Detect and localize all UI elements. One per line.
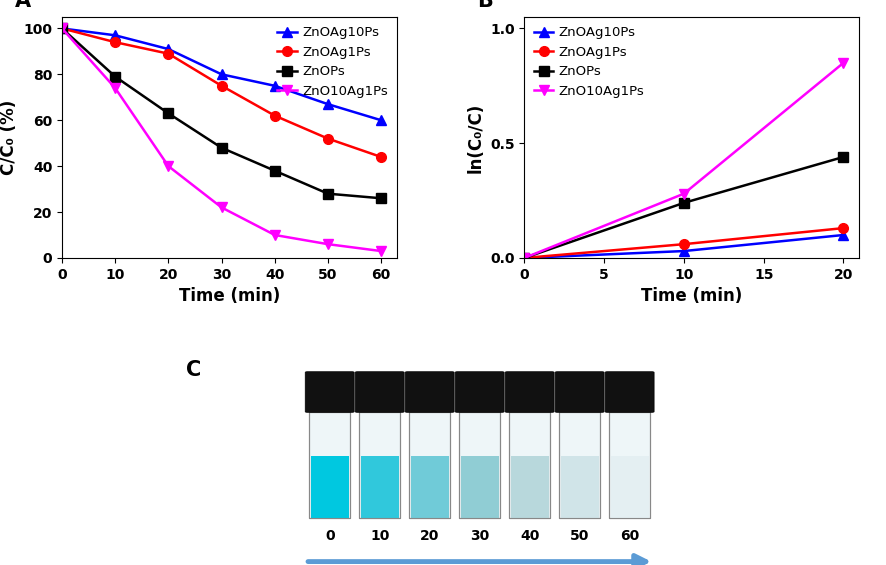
Text: C: C xyxy=(185,360,201,380)
FancyBboxPatch shape xyxy=(505,372,554,412)
Text: B: B xyxy=(478,0,494,11)
Bar xyxy=(610,457,649,518)
Y-axis label: ln(C₀/C): ln(C₀/C) xyxy=(466,102,485,172)
ZnOAg1Ps xyxy=(163,50,174,57)
Line: ZnOAg10Ps: ZnOAg10Ps xyxy=(519,230,848,263)
ZnOAg10Ps xyxy=(679,247,689,254)
ZnO10Ag1Ps xyxy=(519,255,530,262)
Line: ZnO10Ag1Ps: ZnO10Ag1Ps xyxy=(58,24,386,256)
ZnOAg1Ps xyxy=(376,154,386,160)
ZnOPs xyxy=(163,110,174,117)
ZnO10Ag1Ps xyxy=(57,25,67,32)
Bar xyxy=(361,457,399,518)
Bar xyxy=(311,457,348,518)
FancyBboxPatch shape xyxy=(405,372,455,412)
ZnO10Ag1Ps xyxy=(110,85,120,92)
FancyBboxPatch shape xyxy=(605,372,654,412)
ZnOAg1Ps xyxy=(679,241,689,247)
ZnO10Ag1Ps xyxy=(163,163,174,170)
Text: 20: 20 xyxy=(420,529,439,543)
ZnOAg10Ps xyxy=(323,101,333,107)
ZnOAg10Ps xyxy=(269,82,280,89)
Bar xyxy=(459,412,501,518)
Text: 0: 0 xyxy=(325,529,335,543)
ZnOAg1Ps xyxy=(269,112,280,119)
Bar xyxy=(409,412,450,518)
FancyBboxPatch shape xyxy=(305,372,354,412)
Bar xyxy=(459,412,501,518)
Y-axis label: C/C₀ (%): C/C₀ (%) xyxy=(0,100,18,175)
ZnO10Ag1Ps xyxy=(679,190,689,197)
ZnO10Ag1Ps xyxy=(269,232,280,238)
ZnOAg1Ps xyxy=(323,135,333,142)
Bar xyxy=(309,412,350,518)
ZnOAg1Ps xyxy=(519,255,530,262)
ZnOPs xyxy=(216,145,227,151)
Bar xyxy=(461,457,499,518)
ZnOPs xyxy=(838,154,849,160)
Bar xyxy=(510,457,548,518)
Text: 50: 50 xyxy=(570,529,589,543)
X-axis label: Time (min): Time (min) xyxy=(641,287,742,305)
Bar xyxy=(561,457,599,518)
ZnO10Ag1Ps xyxy=(216,204,227,211)
FancyBboxPatch shape xyxy=(355,372,404,412)
ZnOPs xyxy=(110,73,120,80)
Bar xyxy=(509,412,550,518)
Text: 60: 60 xyxy=(620,529,640,543)
Bar xyxy=(509,412,550,518)
ZnOAg10Ps xyxy=(519,255,530,262)
Line: ZnOAg10Ps: ZnOAg10Ps xyxy=(58,24,386,125)
Bar xyxy=(359,412,400,518)
Line: ZnOPs: ZnOPs xyxy=(519,152,848,263)
ZnOPs xyxy=(376,195,386,202)
ZnOPs xyxy=(269,167,280,174)
ZnOAg10Ps xyxy=(838,232,849,238)
Text: A: A xyxy=(15,0,31,11)
ZnOAg1Ps xyxy=(110,39,120,46)
ZnO10Ag1Ps xyxy=(376,247,386,254)
Bar xyxy=(559,412,600,518)
Legend: ZnOAg10Ps, ZnOAg1Ps, ZnOPs, ZnO10Ag1Ps: ZnOAg10Ps, ZnOAg1Ps, ZnOPs, ZnO10Ag1Ps xyxy=(275,24,391,101)
ZnOAg10Ps xyxy=(163,46,174,53)
Line: ZnOAg1Ps: ZnOAg1Ps xyxy=(58,24,386,162)
Bar xyxy=(559,412,600,518)
ZnOAg1Ps xyxy=(216,82,227,89)
ZnOAg10Ps xyxy=(110,32,120,38)
Legend: ZnOAg10Ps, ZnOAg1Ps, ZnOPs, ZnO10Ag1Ps: ZnOAg10Ps, ZnOAg1Ps, ZnOPs, ZnO10Ag1Ps xyxy=(531,24,647,101)
Line: ZnOPs: ZnOPs xyxy=(58,24,386,203)
Text: 40: 40 xyxy=(520,529,540,543)
Text: 30: 30 xyxy=(470,529,489,543)
Bar xyxy=(411,457,448,518)
ZnOPs xyxy=(57,25,67,32)
ZnOAg10Ps xyxy=(216,71,227,78)
ZnOAg1Ps xyxy=(57,25,67,32)
ZnOAg10Ps xyxy=(376,117,386,124)
X-axis label: Time (min): Time (min) xyxy=(179,287,280,305)
ZnOAg10Ps xyxy=(57,25,67,32)
ZnOPs xyxy=(519,255,530,262)
Line: ZnO10Ag1Ps: ZnO10Ag1Ps xyxy=(519,58,848,263)
FancyBboxPatch shape xyxy=(455,372,504,412)
Line: ZnOAg1Ps: ZnOAg1Ps xyxy=(519,223,848,263)
Bar xyxy=(359,412,400,518)
ZnO10Ag1Ps xyxy=(838,59,849,66)
ZnOPs xyxy=(679,199,689,206)
ZnOAg1Ps xyxy=(838,225,849,232)
FancyBboxPatch shape xyxy=(556,372,604,412)
ZnOPs xyxy=(323,190,333,197)
ZnO10Ag1Ps xyxy=(323,241,333,247)
Text: 10: 10 xyxy=(370,529,389,543)
Bar xyxy=(610,412,650,518)
Bar xyxy=(610,412,650,518)
Bar xyxy=(409,412,450,518)
Bar xyxy=(309,412,350,518)
